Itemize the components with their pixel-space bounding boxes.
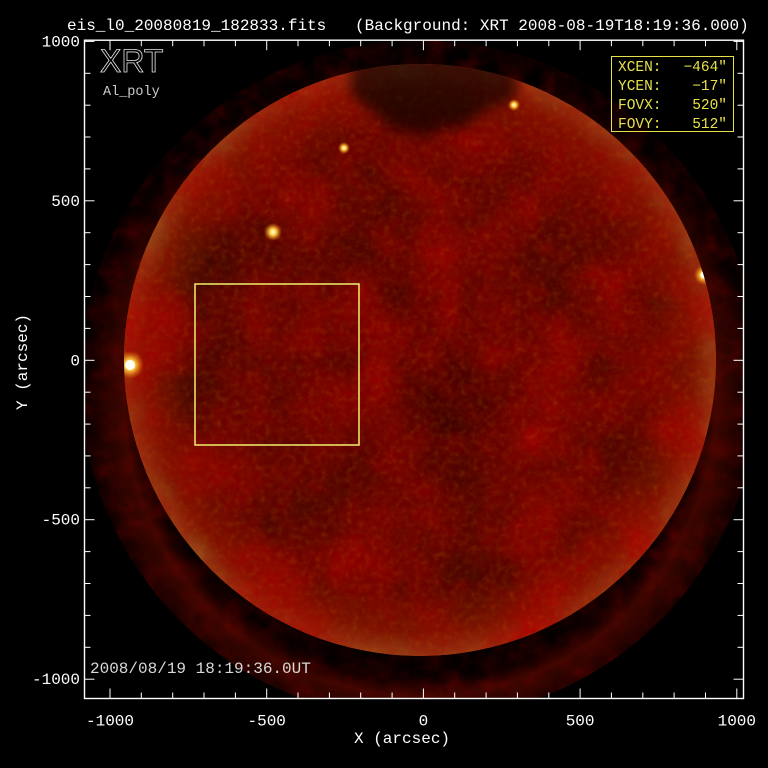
svg-text:-1000: -1000 — [32, 671, 80, 689]
svg-text:XRT: XRT — [100, 43, 163, 79]
svg-text:-1000: -1000 — [86, 713, 134, 731]
svg-text:0: 0 — [419, 713, 429, 731]
svg-text:500: 500 — [51, 193, 80, 211]
svg-text:1000: 1000 — [718, 713, 756, 731]
svg-text:-500: -500 — [247, 713, 285, 731]
svg-text:-500: -500 — [42, 512, 80, 530]
svg-text:0: 0 — [70, 352, 80, 370]
svg-text:500: 500 — [566, 713, 595, 731]
svg-text:Al_poly: Al_poly — [103, 85, 160, 100]
